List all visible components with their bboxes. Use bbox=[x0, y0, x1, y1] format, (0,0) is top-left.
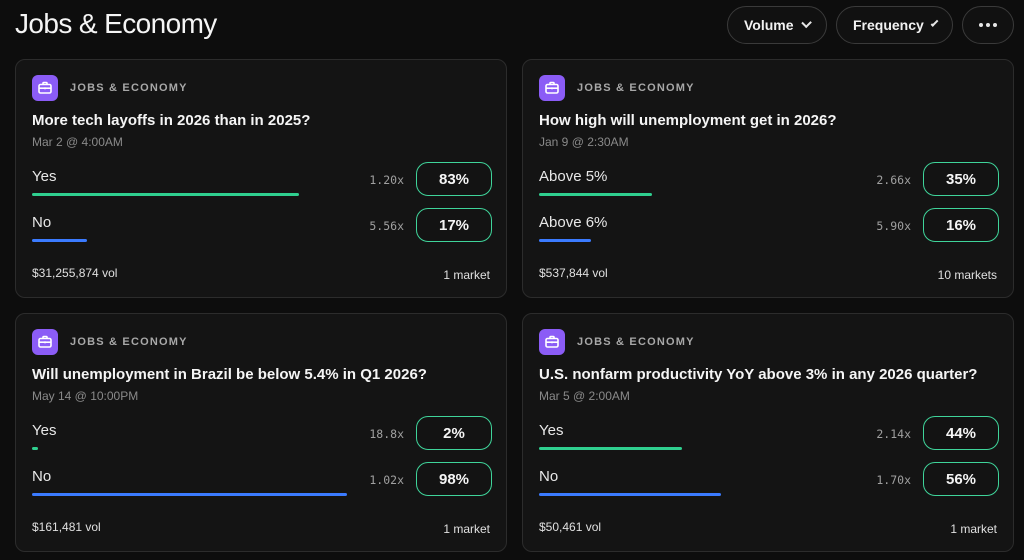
outcome-label: Above 5% bbox=[539, 168, 608, 185]
outcome-label: No bbox=[32, 468, 52, 485]
market-card[interactable]: JOBS & ECONOMY How high will unemployment… bbox=[522, 59, 1014, 298]
markets-count[interactable]: 1 market bbox=[443, 268, 490, 282]
market-card[interactable]: JOBS & ECONOMY U.S. nonfarm productivity … bbox=[522, 313, 1014, 552]
category-label: JOBS & ECONOMY bbox=[577, 82, 695, 94]
market-question[interactable]: More tech layoffs in 2026 than in 2025? bbox=[32, 112, 311, 129]
outcome-percent-button[interactable]: 44% bbox=[923, 416, 999, 450]
volume-text: $161,481 vol bbox=[32, 520, 101, 534]
outcome-percent-button[interactable]: 2% bbox=[416, 416, 492, 450]
outcome-row: Yes 1.20x 83% bbox=[32, 162, 492, 198]
outcome-row: Yes 2.14x 44% bbox=[539, 416, 999, 452]
volume-text: $50,461 vol bbox=[539, 520, 602, 534]
markets-count[interactable]: 1 market bbox=[443, 522, 490, 536]
outcome-multiplier: 5.56x bbox=[369, 219, 404, 233]
outcome-probability-bar bbox=[32, 493, 347, 496]
outcome-probability-bar bbox=[539, 493, 721, 496]
outcome-probability-bar bbox=[539, 239, 591, 242]
chevron-down-icon bbox=[930, 19, 939, 27]
frequency-filter-button[interactable]: Frequency bbox=[836, 6, 953, 44]
outcome-row: No 1.02x 98% bbox=[32, 462, 492, 498]
market-card[interactable]: JOBS & ECONOMY More tech layoffs in 2026 … bbox=[15, 59, 507, 298]
market-card[interactable]: JOBS & ECONOMY Will unemployment in Brazi… bbox=[15, 313, 507, 552]
markets-count[interactable]: 1 market bbox=[950, 522, 997, 536]
outcome-probability-bar bbox=[539, 447, 682, 450]
outcome-percent-button[interactable]: 83% bbox=[416, 162, 492, 196]
market-date: Mar 5 @ 2:00AM bbox=[539, 389, 630, 403]
outcome-multiplier: 1.20x bbox=[369, 173, 404, 187]
chevron-down-icon bbox=[800, 17, 812, 29]
briefcase-icon bbox=[32, 329, 58, 355]
market-date: May 14 @ 10:00PM bbox=[32, 389, 139, 403]
category-label: JOBS & ECONOMY bbox=[70, 82, 188, 94]
briefcase-icon bbox=[539, 75, 565, 101]
briefcase-icon bbox=[32, 75, 58, 101]
outcome-percent-button[interactable]: 98% bbox=[416, 462, 492, 496]
page-title: Jobs & Economy bbox=[15, 8, 217, 39]
outcome-percent-button[interactable]: 16% bbox=[923, 208, 999, 242]
outcome-row: Above 6% 5.90x 16% bbox=[539, 208, 999, 244]
outcome-label: Yes bbox=[32, 168, 57, 185]
outcome-label: Yes bbox=[539, 422, 564, 439]
outcome-multiplier: 18.8x bbox=[369, 427, 404, 441]
category-label: JOBS & ECONOMY bbox=[70, 336, 188, 348]
markets-count[interactable]: 10 markets bbox=[937, 268, 997, 282]
outcome-probability-bar bbox=[539, 193, 652, 196]
outcome-row: No 5.56x 17% bbox=[32, 208, 492, 244]
outcome-multiplier: 5.90x bbox=[876, 219, 911, 233]
outcome-multiplier: 1.02x bbox=[369, 473, 404, 487]
market-question[interactable]: Will unemployment in Brazil be below 5.4… bbox=[32, 366, 427, 383]
outcome-label: No bbox=[539, 468, 559, 485]
outcome-multiplier: 1.70x bbox=[876, 473, 911, 487]
market-date: Jan 9 @ 2:30AM bbox=[539, 135, 629, 149]
outcome-probability-bar bbox=[32, 447, 38, 450]
more-horizontal-icon bbox=[979, 23, 997, 27]
more-options-button[interactable] bbox=[962, 6, 1014, 44]
outcome-row: Above 5% 2.66x 35% bbox=[539, 162, 999, 198]
volume-text: $537,844 vol bbox=[539, 266, 608, 280]
market-question[interactable]: U.S. nonfarm productivity YoY above 3% i… bbox=[539, 366, 978, 383]
outcome-probability-bar bbox=[32, 193, 299, 196]
outcome-multiplier: 2.66x bbox=[876, 173, 911, 187]
frequency-filter-label: Frequency bbox=[853, 17, 924, 33]
outcome-row: Yes 18.8x 2% bbox=[32, 416, 492, 452]
toolbar: Volume Frequency bbox=[727, 6, 1014, 44]
outcome-multiplier: 2.14x bbox=[876, 427, 911, 441]
briefcase-icon bbox=[539, 329, 565, 355]
outcome-label: Above 6% bbox=[539, 214, 608, 231]
outcome-label: Yes bbox=[32, 422, 57, 439]
category-label: JOBS & ECONOMY bbox=[577, 336, 695, 348]
market-question[interactable]: How high will unemployment get in 2026? bbox=[539, 112, 837, 129]
market-date: Mar 2 @ 4:00AM bbox=[32, 135, 123, 149]
outcome-label: No bbox=[32, 214, 52, 231]
outcome-row: No 1.70x 56% bbox=[539, 462, 999, 498]
outcome-percent-button[interactable]: 56% bbox=[923, 462, 999, 496]
volume-sort-label: Volume bbox=[744, 17, 794, 33]
volume-text: $31,255,874 vol bbox=[32, 266, 118, 280]
outcome-percent-button[interactable]: 35% bbox=[923, 162, 999, 196]
outcome-probability-bar bbox=[32, 239, 87, 242]
volume-sort-button[interactable]: Volume bbox=[727, 6, 827, 44]
outcome-percent-button[interactable]: 17% bbox=[416, 208, 492, 242]
